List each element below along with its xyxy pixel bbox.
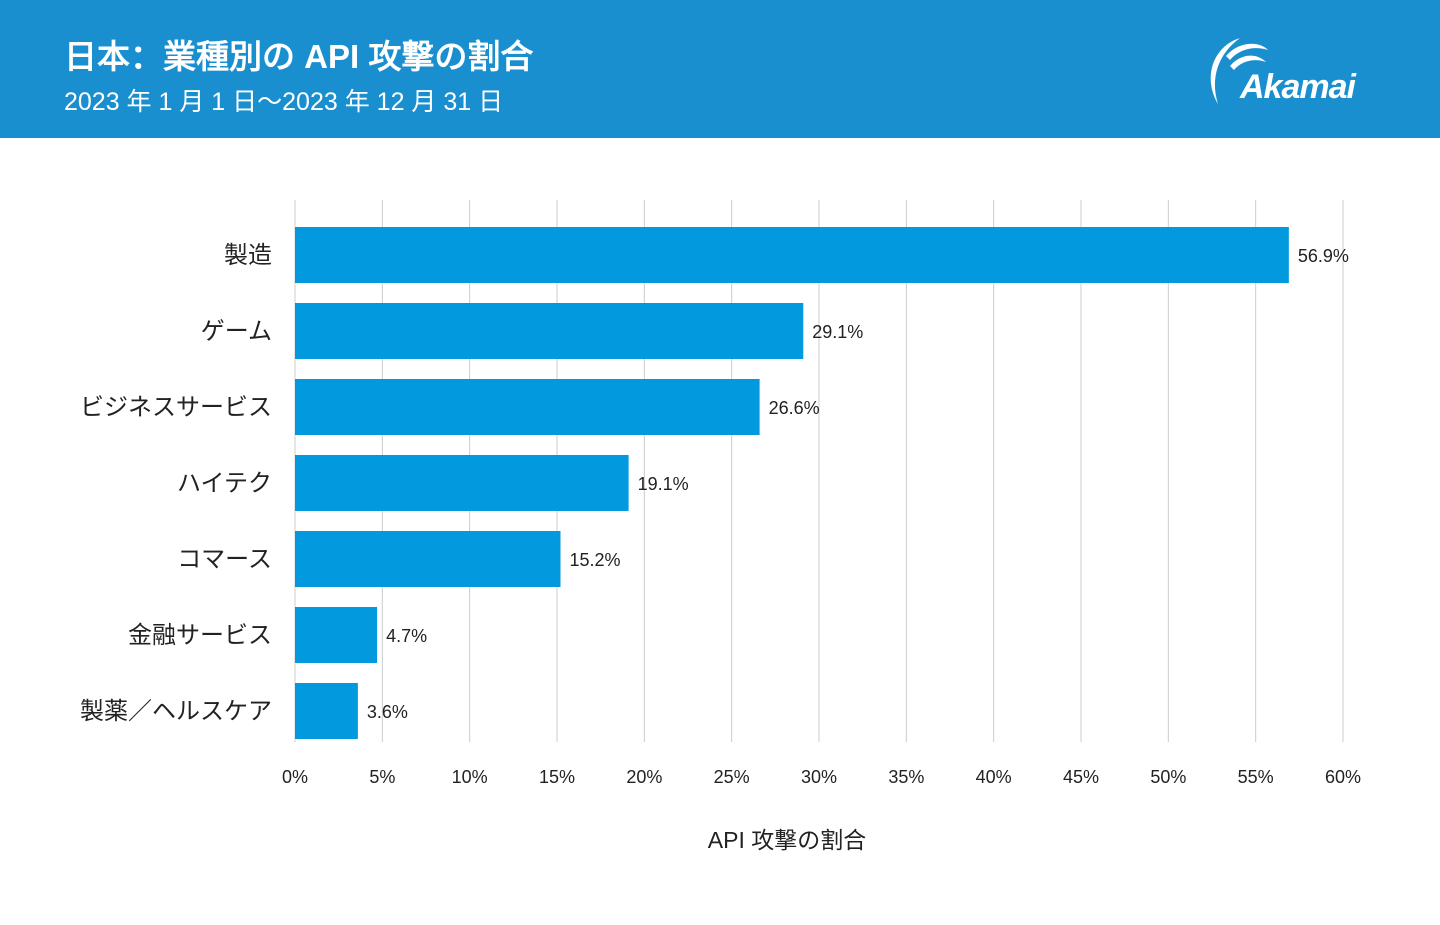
x-tick-label: 35%	[888, 767, 924, 787]
category-label: ビジネスサービス	[80, 394, 272, 421]
data-label: 15.2%	[569, 550, 620, 570]
x-tick-label: 60%	[1325, 767, 1361, 787]
category-label: 製造	[224, 242, 272, 269]
bar	[295, 379, 760, 435]
x-tick-label: 25%	[714, 767, 750, 787]
x-tick-label: 20%	[626, 767, 662, 787]
bar	[295, 227, 1289, 283]
data-label: 4.7%	[386, 626, 427, 646]
x-tick-label: 50%	[1150, 767, 1186, 787]
data-label: 3.6%	[367, 702, 408, 722]
x-tick-label: 45%	[1063, 767, 1099, 787]
x-tick-label: 10%	[452, 767, 488, 787]
bar	[295, 683, 358, 739]
bar	[295, 531, 561, 587]
x-tick-label: 0%	[282, 767, 308, 787]
data-label: 56.9%	[1298, 246, 1349, 266]
header-banner: 日本：業種別の API 攻撃の割合 2023 年 1 月 1 日～2023 年 …	[0, 0, 1440, 138]
x-tick-label: 55%	[1238, 767, 1274, 787]
bar	[295, 303, 804, 359]
x-tick-label: 5%	[369, 767, 395, 787]
data-label: 29.1%	[812, 322, 863, 342]
category-label: 金融サービス	[128, 622, 272, 649]
x-axis-label: API 攻撃の割合	[708, 827, 866, 853]
x-tick-label: 40%	[976, 767, 1012, 787]
chart-subtitle: 2023 年 1 月 1 日～2023 年 12 月 31 日	[64, 88, 504, 116]
category-label: ゲーム	[201, 318, 272, 345]
data-label: 19.1%	[638, 474, 689, 494]
data-label: 26.6%	[769, 398, 820, 418]
akamai-logo: Akamai	[1200, 32, 1390, 112]
bar	[295, 455, 629, 511]
category-label: ハイテク	[177, 470, 272, 497]
x-tick-label: 15%	[539, 767, 575, 787]
chart-title: 日本：業種別の API 攻撃の割合	[64, 38, 534, 75]
category-label: コマース	[177, 546, 272, 573]
bar	[295, 607, 378, 663]
akamai-wave-icon	[1210, 38, 1268, 104]
x-tick-label: 30%	[801, 767, 837, 787]
category-label: 製薬／ヘルスケア	[80, 698, 272, 725]
akamai-logo-text: Akamai	[1240, 68, 1356, 106]
